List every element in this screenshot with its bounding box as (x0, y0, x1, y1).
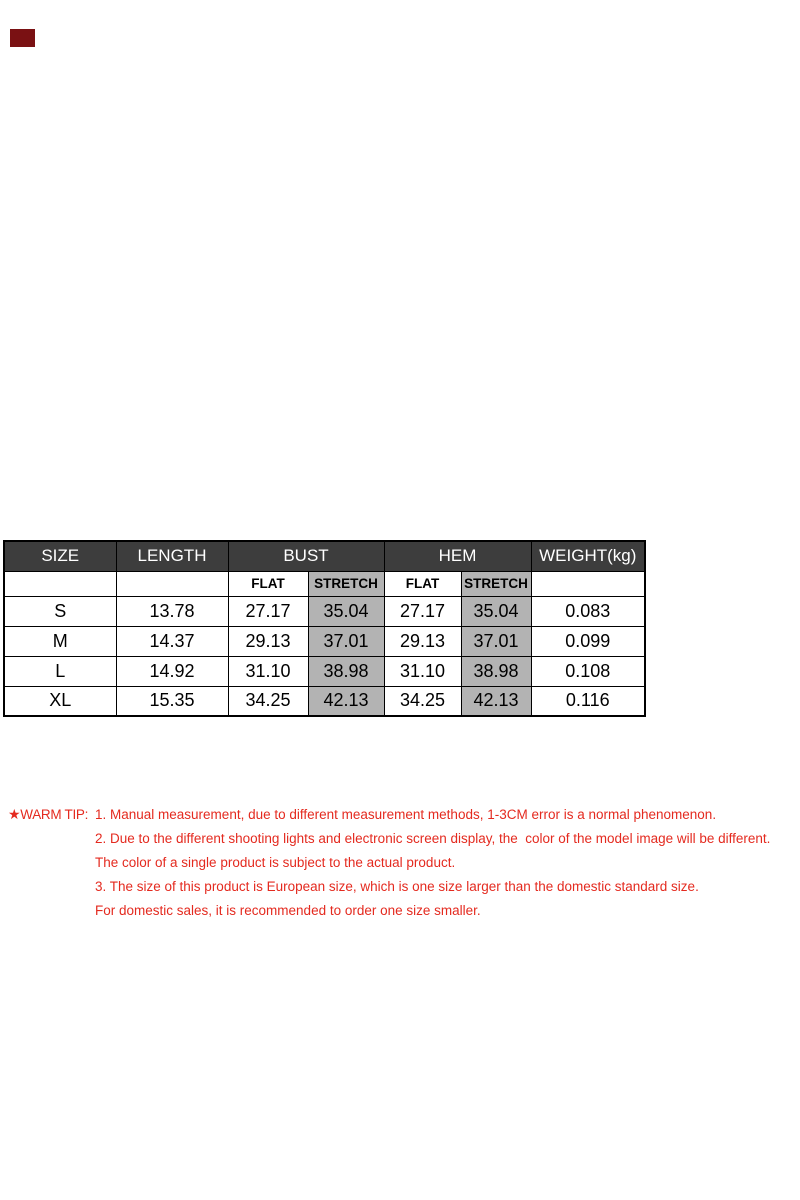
table-row-l: L 14.92 31.10 38.98 31.10 38.98 0.108 (3, 655, 646, 687)
cell-hem-flat: 27.17 (383, 595, 462, 627)
cell-length: 15.35 (115, 685, 229, 717)
cell-bust-flat: 31.10 (227, 655, 309, 687)
cell-weight: 0.116 (530, 685, 646, 717)
cell-length: 14.92 (115, 655, 229, 687)
table-row-s: S 13.78 27.17 35.04 27.17 35.04 0.083 (3, 595, 646, 627)
subheader-hem-flat: FLAT (383, 570, 462, 597)
table-row-m: M 14.37 29.13 37.01 29.13 37.01 0.099 (3, 625, 646, 657)
warm-tip-notes: 1. Manual measurement, due to different … (95, 805, 795, 925)
cell-hem-stretch: 35.04 (460, 595, 532, 627)
cell-size: XL (3, 685, 117, 717)
cell-length: 13.78 (115, 595, 229, 627)
warm-tip-line-4: 3. The size of this product is European … (95, 879, 699, 894)
cell-hem-flat: 34.25 (383, 685, 462, 717)
column-header-bust: BUST (227, 540, 385, 572)
cell-bust-flat: 27.17 (227, 595, 309, 627)
warm-tip-line-1: 1. Manual measurement, due to different … (95, 807, 717, 822)
table-subheader-row: FLAT STRETCH FLAT STRETCH (3, 570, 646, 597)
cell-hem-stretch: 37.01 (460, 625, 532, 657)
cell-length: 14.37 (115, 625, 229, 657)
column-header-length: LENGTH (115, 540, 229, 572)
cell-bust-stretch: 38.98 (307, 655, 385, 687)
column-header-size: SIZE (3, 540, 117, 572)
cell-size: S (3, 595, 117, 627)
cell-bust-stretch: 37.01 (307, 625, 385, 657)
warm-tip-line-3: The color of a single product is subject… (95, 855, 456, 870)
cell-bust-stretch: 42.13 (307, 685, 385, 717)
subheader-bust-flat: FLAT (227, 570, 309, 597)
subheader-empty-weight (530, 570, 646, 597)
cell-weight: 0.099 (530, 625, 646, 657)
cell-bust-stretch: 35.04 (307, 595, 385, 627)
size-chart-table: SIZE LENGTH BUST HEM WEIGHT(kg) FLAT STR… (3, 540, 646, 717)
column-header-weight: WEIGHT(kg) (530, 540, 646, 572)
subheader-empty-size (3, 570, 117, 597)
table-header-row: SIZE LENGTH BUST HEM WEIGHT(kg) (3, 540, 646, 572)
cell-size: L (3, 655, 117, 687)
column-header-hem: HEM (383, 540, 532, 572)
cell-hem-flat: 29.13 (383, 625, 462, 657)
warm-tip-line-2: 2. Due to the different shooting lights … (95, 831, 771, 846)
star-icon: ★ (8, 806, 21, 822)
warm-tip-label: ★WARM TIP: (8, 806, 88, 823)
warm-tip-label-text: WARM TIP: (20, 807, 89, 822)
table-row-xl: XL 15.35 34.25 42.13 34.25 42.13 0.116 (3, 685, 646, 717)
subheader-bust-stretch: STRETCH (307, 570, 385, 597)
cell-hem-stretch: 42.13 (460, 685, 532, 717)
cell-bust-flat: 34.25 (227, 685, 309, 717)
subheader-empty-length (115, 570, 229, 597)
cell-hem-flat: 31.10 (383, 655, 462, 687)
warm-tip-line-5: For domestic sales, it is recommended to… (95, 903, 481, 918)
cell-weight: 0.083 (530, 595, 646, 627)
cell-bust-flat: 29.13 (227, 625, 309, 657)
subheader-hem-stretch: STRETCH (460, 570, 532, 597)
cell-weight: 0.108 (530, 655, 646, 687)
cell-size: M (3, 625, 117, 657)
cell-hem-stretch: 38.98 (460, 655, 532, 687)
corner-color-swatch (10, 29, 35, 47)
